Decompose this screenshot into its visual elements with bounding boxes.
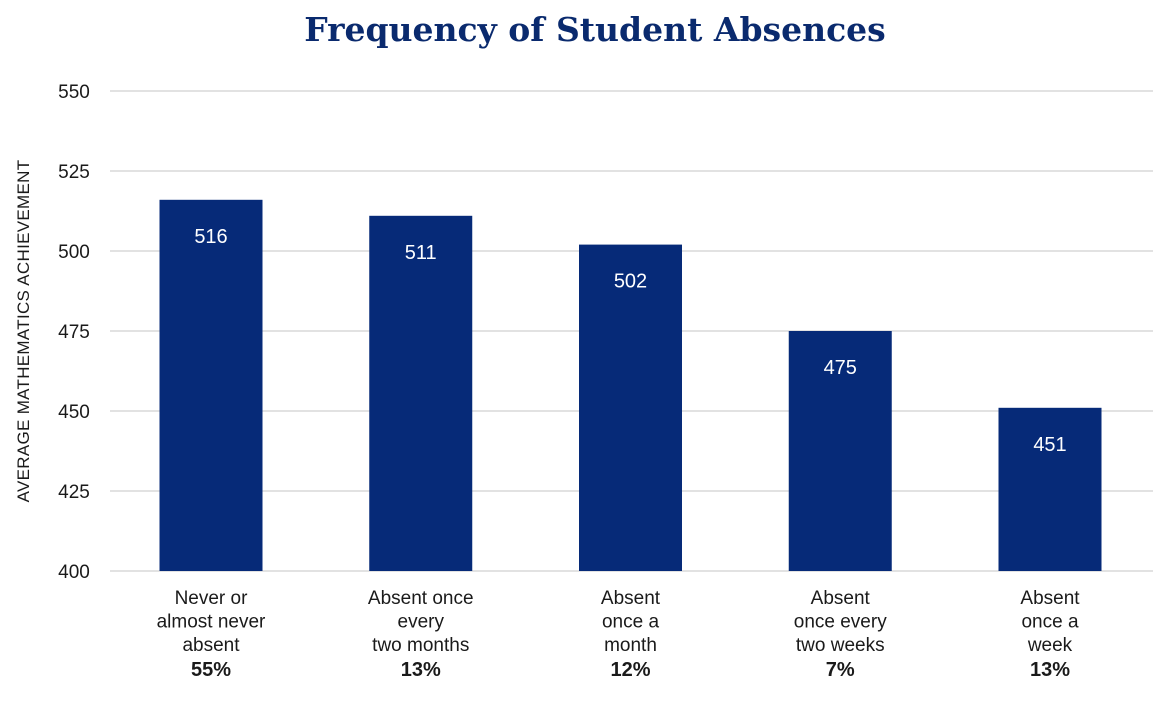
x-tick-label: absent — [182, 635, 240, 656]
category-share-label: 13% — [1030, 659, 1070, 681]
chart-title: Frequency of Student Absences — [304, 10, 886, 49]
category-share-label: 55% — [191, 659, 231, 681]
x-tick-label: once a — [602, 612, 659, 633]
bar — [788, 331, 892, 571]
y-tick-label: 400 — [58, 562, 90, 583]
y-tick-label: 500 — [58, 242, 90, 263]
bar-value-label: 516 — [194, 226, 227, 248]
x-tick-label: almost never — [157, 612, 266, 633]
x-tick-label: month — [604, 635, 657, 656]
category-share-label: 12% — [610, 659, 650, 681]
x-tick-label: two weeks — [796, 635, 885, 656]
bar — [369, 215, 473, 572]
x-tick-label: once a — [1021, 612, 1078, 633]
bar — [998, 407, 1102, 571]
bar-value-label: 511 — [405, 242, 437, 264]
x-tick-label: Absent once — [368, 588, 474, 609]
category-share-label: 7% — [826, 659, 855, 681]
x-tick-label: Absent — [1020, 588, 1080, 609]
x-tick-label: once every — [794, 612, 887, 633]
x-tick-label: Absent — [811, 588, 871, 609]
bars — [159, 199, 1102, 572]
x-tick-label: Never or — [175, 588, 249, 609]
bar — [159, 199, 263, 572]
x-tick-label: Absent — [601, 588, 661, 609]
x-tick-label: two months — [372, 635, 469, 656]
bar — [579, 244, 682, 571]
x-tick-label: every — [398, 612, 445, 633]
bar-value-label: 502 — [614, 271, 647, 293]
y-tick-label: 450 — [58, 402, 90, 423]
value-labels: 516 511 502 475 451 — [194, 226, 1066, 456]
bar-value-label: 475 — [824, 357, 857, 379]
y-axis-label: AVERAGE MATHEMATICS ACHIEVEMENT — [14, 160, 33, 503]
category-share-label: 13% — [401, 659, 441, 681]
y-tick-label: 425 — [58, 482, 90, 503]
y-tick-label: 550 — [58, 82, 90, 103]
y-tick-label: 525 — [58, 162, 90, 183]
y-axis-ticks: 400 425 450 475 500 525 550 — [58, 82, 90, 583]
x-tick-label: week — [1027, 635, 1073, 656]
y-tick-label: 475 — [58, 322, 90, 343]
bar-value-label: 451 — [1033, 434, 1066, 456]
